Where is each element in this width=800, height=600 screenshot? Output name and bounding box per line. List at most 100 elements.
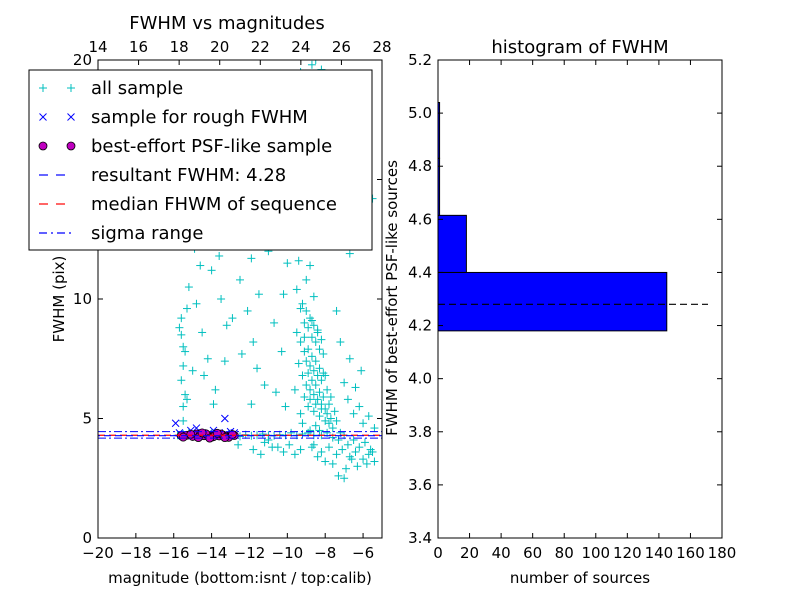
histogram-x-tick-label: 140 [645, 544, 674, 562]
all-sample-point [323, 385, 332, 394]
all-sample-point [355, 402, 364, 411]
left-chart-title: FWHM vs magnitudes [129, 13, 324, 34]
all-sample-point [323, 409, 332, 418]
histogram-axes-ticks: 0 20 40 60 80 100 120 140 160 180 3.4 3.6 3.8 4.0 4.2 4… [408, 51, 736, 562]
psf-like-sample-point [178, 432, 188, 442]
all-sample-point [309, 440, 318, 449]
all-sample-point [351, 447, 360, 456]
legend-x-marker [39, 113, 47, 121]
histogram-x-tick-label: 40 [492, 544, 511, 562]
all-sample-point [203, 354, 212, 363]
all-sample-point [328, 459, 337, 468]
all-sample-point [317, 376, 326, 385]
histogram-x-tick-label: 180 [708, 544, 737, 562]
legend-entry: best-effort PSF-like sample [38, 136, 332, 157]
histogram-y-tick-label: 4.8 [408, 157, 432, 175]
all-sample-point [256, 450, 265, 459]
all-sample-point [309, 366, 318, 375]
all-sample-point [198, 328, 207, 337]
fwhm-vs-magnitude-panel: FWHM vs magnitudes −20 −18 −16 −14 −12 −10 −8−… [28, 13, 392, 587]
legend-entry: median FHWM of sequence [39, 194, 337, 215]
histogram-bar [437, 271, 668, 332]
all-sample-point [196, 261, 205, 270]
legend-circle-marker [66, 141, 76, 151]
histogram-x-tick-label: 80 [555, 544, 574, 562]
scatter-top-x-tick-label: 24 [291, 38, 310, 56]
rough-fwhm-sample-point [220, 414, 229, 423]
all-sample-point [315, 426, 324, 435]
all-sample-point [326, 414, 335, 423]
all-sample-point [279, 447, 288, 456]
all-sample-point [182, 304, 191, 313]
rough-fwhm-sample-point [171, 419, 180, 428]
all-sample-point [315, 364, 324, 373]
all-sample-point [300, 392, 309, 401]
scatter-top-x-tick-label: 14 [88, 38, 107, 56]
all-sample-point [317, 404, 326, 413]
scatter-x-tick-label: −16 [158, 544, 190, 562]
all-sample-point [264, 436, 273, 445]
all-sample-point [181, 390, 190, 399]
all-sample-point [359, 419, 368, 428]
all-sample-point [277, 347, 286, 356]
all-sample-point [207, 266, 216, 275]
all-sample-point [345, 249, 354, 258]
all-sample-point [296, 304, 305, 313]
all-sample-point [319, 349, 328, 358]
all-sample-point [292, 328, 301, 337]
all-sample-point [179, 402, 188, 411]
histogram-x-tick-label: 100 [581, 544, 610, 562]
all-sample-point [309, 321, 318, 330]
all-sample-point [260, 381, 269, 390]
scatter-y-axis-label: FWHM (pix) [50, 256, 68, 343]
all-sample-point [355, 443, 364, 452]
all-sample-point [328, 424, 337, 433]
scatter-top-x-tick-label: 16 [129, 38, 148, 56]
all-sample-point [359, 455, 368, 464]
all-sample-point [370, 424, 379, 433]
histogram-y-tick-label: 3.8 [408, 423, 432, 441]
scatter-top-x-tick-label: 28 [372, 38, 391, 56]
all-sample-point [309, 407, 318, 416]
all-sample-point [317, 335, 326, 344]
scatter-x-tick-label: −6 [352, 544, 374, 562]
all-sample-point [321, 457, 330, 466]
all-sample-point [294, 256, 303, 265]
all-sample-point [294, 359, 303, 368]
all-sample-point [351, 383, 360, 392]
all-sample-point [306, 361, 315, 370]
all-sample-point [307, 60, 316, 69]
legend-label: median FHWM of sequence [91, 194, 337, 215]
scatter-x-tick-label: −8 [314, 544, 336, 562]
all-sample-point [313, 452, 322, 461]
all-sample-point [324, 443, 333, 452]
scatter-y-tick-label: 10 [73, 290, 92, 308]
all-sample-point [253, 364, 262, 373]
right-chart-title: histogram of FWHM [491, 37, 668, 58]
all-sample-point [177, 376, 186, 385]
histogram-x-tick-label: 20 [460, 544, 479, 562]
legend-label: resultant FWHM: 4.28 [91, 165, 286, 186]
all-sample-point [315, 345, 324, 354]
all-sample-point [179, 416, 188, 425]
all-sample-point [313, 371, 322, 380]
histogram-plot-area [437, 101, 708, 332]
histogram-y-tick-label: 3.4 [408, 529, 432, 547]
legend-box [28, 69, 373, 251]
scatter-plot-area [98, 60, 382, 483]
scatter-x-tick-label: −14 [196, 544, 228, 562]
all-sample-point [307, 352, 316, 361]
histogram-x-tick-label: 0 [433, 544, 443, 562]
legend-label: all sample [91, 78, 183, 99]
all-sample-point [343, 395, 352, 404]
all-sample-point [234, 440, 243, 449]
all-sample-point [317, 447, 326, 456]
all-sample-point [324, 400, 333, 409]
all-sample-point [304, 345, 313, 354]
all-sample-point [319, 392, 328, 401]
all-sample-point [290, 450, 299, 459]
fwhm-histogram-panel: histogram of FWHM 0 20 40 60 80 100 120 140 160 1… [383, 37, 736, 587]
all-sample-point [247, 254, 256, 263]
legend-plus-marker [67, 84, 75, 92]
all-sample-point [192, 299, 201, 308]
